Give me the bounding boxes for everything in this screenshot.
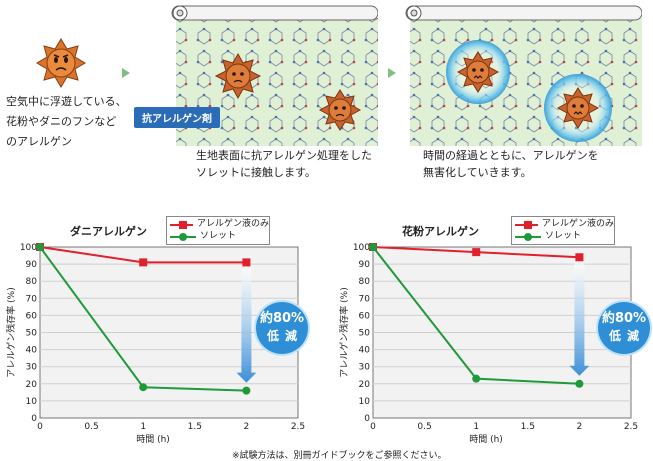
y-axis-label: アレルゲン残存率 (%) [5, 287, 17, 377]
y-tick-label: 90 [26, 260, 38, 270]
y-tick-label: 40 [359, 346, 371, 356]
x-tick-label: 1 [140, 422, 146, 432]
footnote: ※試験方法は、別冊ガイドブックをご参照ください。 [232, 451, 447, 461]
neutralize-line-2: 無害化していきます。 [423, 166, 532, 179]
airborne-line-3: のアレルゲン [6, 135, 72, 148]
y-tick-label: 0 [31, 414, 37, 424]
fabric-panel-neutralized [405, 5, 642, 146]
legend-label-solette: ソレット [200, 231, 237, 241]
pollen-allergen-chart: 0 10 20 30 40 50 60 70 80 90 100 0 0.5 1 1.5 2 2.5 時間 (h)… [338, 243, 638, 445]
y-tick-label: 70 [359, 294, 371, 304]
legend-label-liquid: アレルゲン液のみ [196, 219, 269, 229]
y-tick-label: 100 [353, 243, 370, 253]
data-point-liquid-only [139, 258, 148, 267]
contact-line-1: 生地表面に抗アレルゲン処理をした [196, 149, 372, 162]
data-point-liquid-only [575, 253, 584, 262]
data-point-solette [242, 386, 251, 395]
legend-label-solette: ソレット [545, 231, 582, 241]
legend-pollen: アレルゲン液のみ ソレット [511, 216, 615, 245]
reduction-percent: 約80% [601, 311, 647, 326]
y-tick-label: 50 [359, 329, 371, 339]
x-tick-label: 1.5 [188, 422, 202, 432]
legend-green-swatch [170, 232, 196, 241]
legend-mite: アレルゲン液のみ ソレット [166, 216, 270, 245]
x-tick-label: 2 [244, 422, 250, 432]
x-tick-label: 1 [473, 422, 479, 432]
y-tick-label: 80 [26, 277, 38, 287]
y-tick-label: 100 [20, 243, 37, 253]
reduction-badge-pollen: 約80% 低減 [598, 302, 650, 354]
y-tick-label: 90 [359, 260, 371, 270]
data-point-solette [575, 379, 584, 388]
y-tick-label: 80 [359, 277, 371, 287]
x-tick-label: 0.5 [84, 422, 98, 432]
step-arrow-icon [122, 68, 130, 78]
data-point-solette [36, 243, 44, 251]
legend-red-swatch [515, 220, 538, 229]
legend-red-swatch [170, 220, 193, 229]
y-axis-label: アレルゲン残存率 (%) [338, 287, 350, 377]
data-point-solette [139, 383, 148, 392]
y-tick-label: 20 [26, 380, 38, 390]
anti-allergen-agent-label: 抗アレルゲン剤 [134, 107, 220, 128]
data-point-solette [369, 243, 377, 251]
reduction-badge-mite: 約80% 低減 [256, 302, 308, 354]
y-tick-label: 60 [26, 311, 38, 321]
chart-title-mite: ダニアレルゲン [70, 225, 147, 238]
data-point-liquid-only [472, 248, 481, 257]
y-tick-label: 10 [359, 397, 371, 407]
x-tick-label: 2.5 [624, 422, 638, 432]
x-tick-label: 2.5 [291, 422, 305, 432]
allergen-icon [36, 38, 86, 88]
x-tick-label: 0 [370, 422, 376, 432]
chart-title-pollen: 花粉アレルゲン [402, 225, 479, 238]
x-tick-label: 2 [577, 422, 583, 432]
y-tick-label: 20 [359, 380, 371, 390]
data-point-solette [472, 374, 481, 383]
y-tick-label: 40 [26, 346, 38, 356]
x-axis-label: 時間 (h) [469, 434, 503, 445]
y-tick-label: 70 [26, 294, 38, 304]
y-tick-label: 10 [26, 397, 38, 407]
y-tick-label: 30 [26, 363, 38, 373]
reduction-arrow-icon [236, 268, 257, 383]
y-tick-label: 30 [359, 363, 371, 373]
reduction-label: 低減 [266, 329, 303, 343]
reduction-arrow-icon [569, 263, 590, 376]
airborne-line-1: 空気中に浮遊している、 [6, 95, 127, 108]
legend-label-liquid: アレルゲン液のみ [541, 219, 614, 229]
contact-line-2: ソレットに接触します。 [196, 166, 316, 179]
y-tick-label: 60 [359, 311, 371, 321]
neutralize-line-1: 時間の経過とともに、アレルゲンを [423, 149, 599, 162]
x-tick-label: 0 [37, 422, 43, 432]
data-point-liquid-only [242, 258, 251, 267]
y-tick-label: 0 [364, 414, 370, 424]
mite-allergen-chart: 0 10 20 30 40 50 60 70 80 90 100 0 0.5 1 1.5 2 2.5 時間 (h)… [5, 243, 305, 445]
step-arrow-icon [388, 68, 396, 78]
x-axis-label: 時間 (h) [136, 434, 170, 445]
fabric-panel-contact [171, 5, 378, 146]
x-tick-label: 0.5 [417, 422, 431, 432]
reduction-percent: 約80% [259, 311, 305, 326]
reduction-label: 低減 [608, 329, 645, 343]
airborne-line-2: 花粉やダニのフンなど [6, 115, 117, 128]
legend-green-swatch [515, 232, 541, 241]
y-tick-label: 50 [26, 329, 38, 339]
x-tick-label: 1.5 [521, 422, 535, 432]
